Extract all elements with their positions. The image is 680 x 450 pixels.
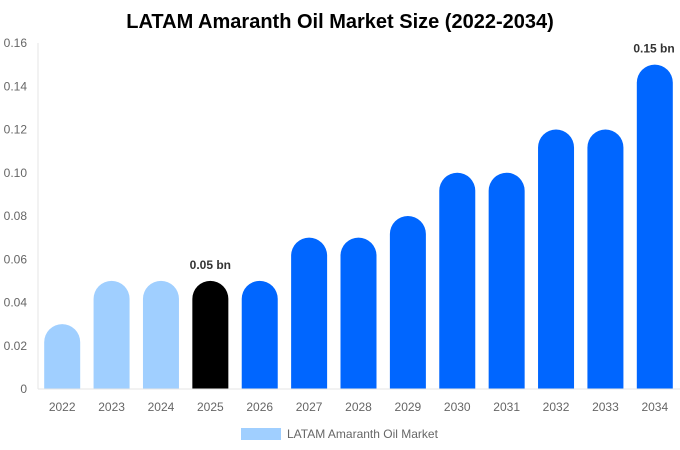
x-tick-label: 2032 [543,400,570,414]
x-tick-label: 2034 [641,400,668,414]
x-tick-label: 2026 [246,400,273,414]
y-tick-label: 0.06 [4,252,28,266]
bar-2029[interactable] [389,216,426,389]
data-labels: 0.05 bn 0.15 bn [190,42,675,272]
x-tick-label: 2027 [296,400,323,414]
x-tick-label: 2023 [98,400,125,414]
bar-2027[interactable] [291,237,328,389]
y-tick-label: 0.12 [4,123,28,137]
bar-2034[interactable] [636,64,673,389]
x-tick-label: 2028 [345,400,372,414]
x-tick-label: 2029 [395,400,422,414]
bar-2022[interactable] [44,324,81,389]
y-tick-label: 0.10 [4,166,28,180]
bar-2028[interactable] [340,237,377,389]
bar-2031[interactable] [488,172,525,389]
bar-2024[interactable] [142,280,179,389]
data-label: 0.05 bn [190,258,231,272]
x-tick-label: 2022 [49,400,76,414]
x-tick-label: 2031 [493,400,520,414]
data-label: 0.15 bn [633,42,674,56]
x-axis: 2022 2023 2024 2025 2026 2027 2028 2029 2030 2031… [38,388,680,414]
bar-2030[interactable] [439,172,476,389]
legend[interactable]: LATAM Amaranth Oil Market [241,427,439,441]
x-tick-label: 2025 [197,400,224,414]
y-tick-label: 0.04 [4,296,28,310]
x-tick-label: 2033 [592,400,619,414]
y-axis: 0 0.02 0.04 0.06 0.08 0.10 0.12 0.14 0.16 [4,36,39,396]
y-tick-label: 0.14 [4,79,28,93]
y-tick-label: 0.02 [4,339,28,353]
x-tick-label: 2024 [148,400,175,414]
bar-2032[interactable] [538,129,575,390]
chart-title: LATAM Amaranth Oil Market Size (2022-203… [126,11,554,33]
bar-2026[interactable] [241,280,278,389]
legend-swatch [241,428,281,440]
legend-label: LATAM Amaranth Oil Market [287,427,439,441]
y-tick-label: 0 [20,382,27,396]
bars [44,64,673,390]
x-tick-label: 2030 [444,400,471,414]
y-tick-label: 0.16 [4,36,28,50]
bar-2023[interactable] [93,280,130,389]
y-tick-label: 0.08 [4,209,28,223]
bar-2033[interactable] [587,129,624,390]
bar-2025[interactable] [192,280,229,389]
